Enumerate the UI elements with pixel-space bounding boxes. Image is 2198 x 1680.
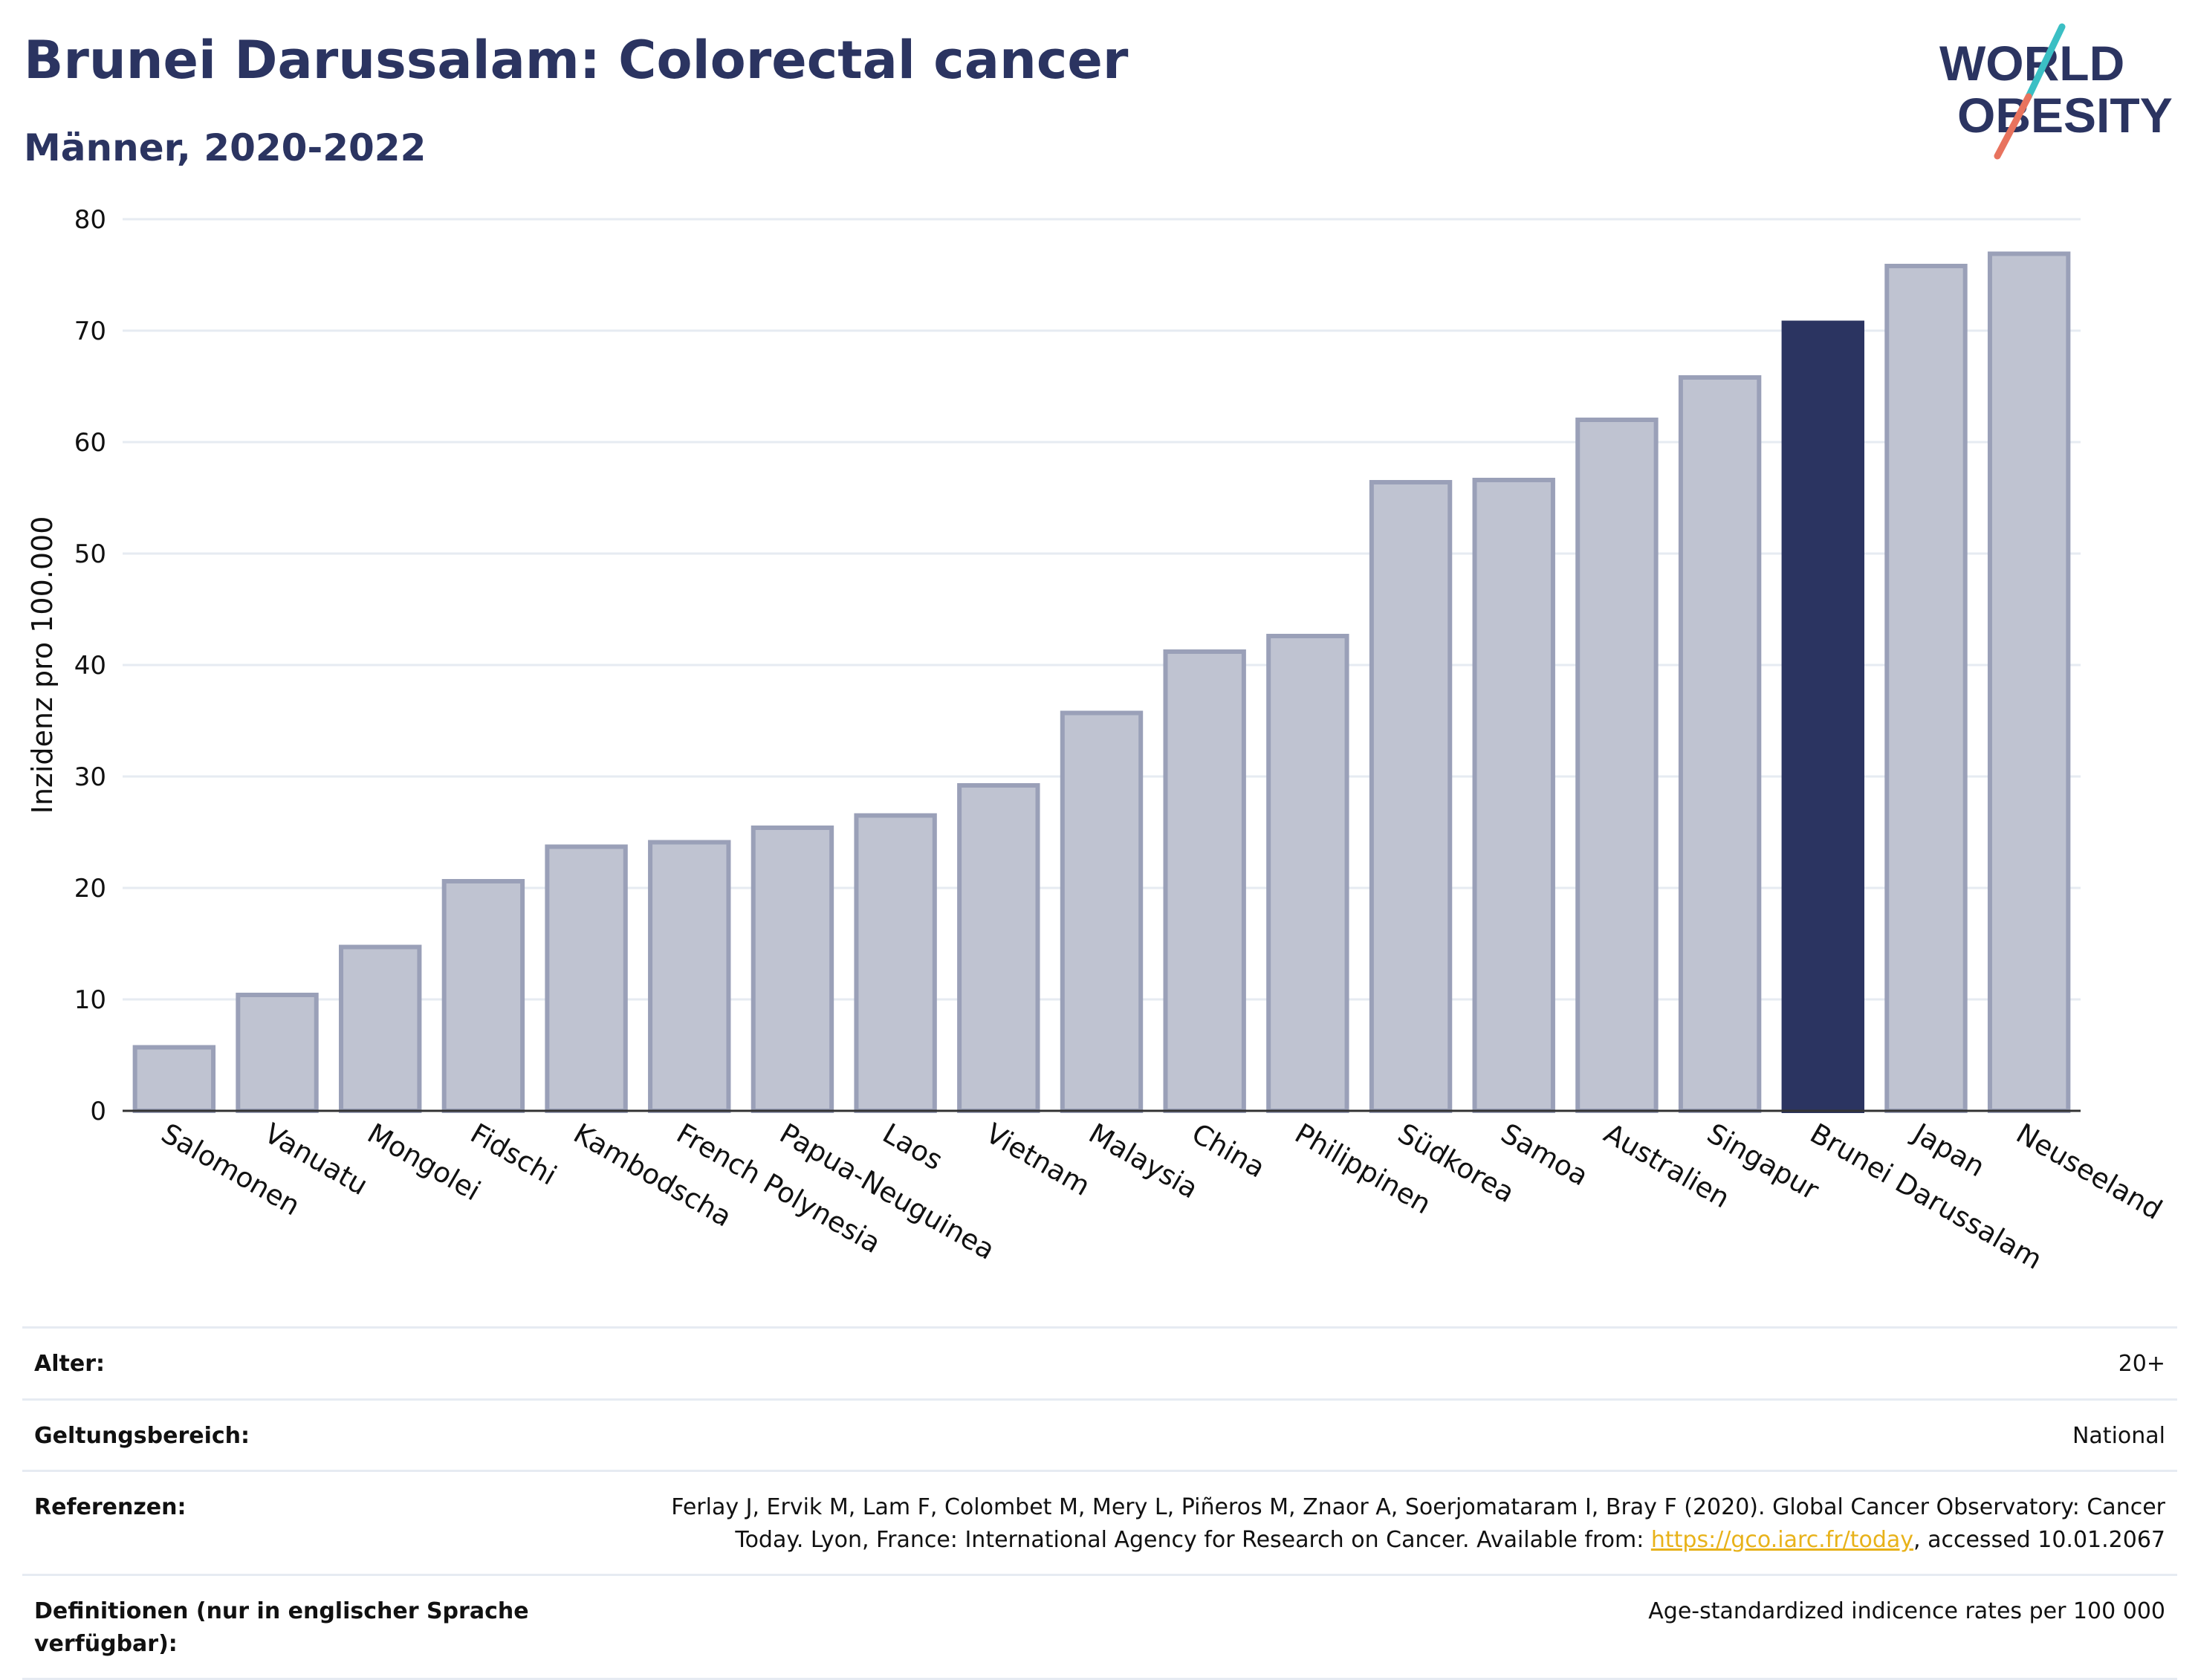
y-tick-label: 30 [74, 762, 106, 792]
footer-label-definitions: Definitionen (nur in englischer Sprache … [34, 1598, 529, 1657]
footer-label-references: Referenzen: [34, 1494, 187, 1520]
footer-value-scope: National [2072, 1422, 2165, 1449]
bar [1266, 634, 1349, 1113]
y-tick-label: 70 [74, 317, 106, 346]
x-tick-label: Vietnam [980, 1118, 1095, 1202]
bar-chart: 0 10 20 30 40 50 60 70 80 SalomonenVanuatuMongol… [26, 205, 2168, 1276]
bar [854, 813, 937, 1113]
bar-highlighted [1781, 320, 1864, 1113]
footer-row-scope: Geltungsbereich: National [22, 1398, 2177, 1470]
bar [1472, 478, 1555, 1113]
x-tick-label: Neuseeland [2011, 1118, 2168, 1227]
footer-row-age: Alter: 20+ [22, 1326, 2177, 1398]
logo-slash-teal [2025, 23, 2066, 100]
logo-text-world: WORLD [1939, 36, 2124, 91]
bar [1060, 710, 1144, 1113]
footer-value-age: 20+ [2118, 1351, 2165, 1377]
chart-subtitle: Männer, 2020-2022 [24, 126, 427, 169]
logo-text-obesity: OBESITY [1957, 88, 2173, 143]
footer-label-scope: Geltungsbereich: [34, 1422, 250, 1449]
footer-value-definitions: Age-standardized indicence rates per 100… [1648, 1598, 2165, 1624]
bar [648, 840, 731, 1113]
world-obesity-logo: WORLD OBESITY [1939, 23, 2173, 160]
chart-title: Brunei Darussalam: Colorectal cancer [24, 30, 1129, 91]
reference-text: Ferlay J, Ervik M, Lam F, Colombet M, Me… [671, 1494, 2165, 1553]
bar [1369, 480, 1453, 1113]
bar [132, 1045, 216, 1113]
logo-slash-coral [1994, 93, 2032, 160]
y-tick-label: 50 [74, 539, 106, 569]
bar [545, 844, 628, 1113]
x-tick-label: Malaysia [1083, 1118, 1204, 1205]
y-tick-label: 40 [74, 651, 106, 681]
bar [1678, 375, 1762, 1113]
bar [1575, 418, 1659, 1113]
footer-value-references: Ferlay J, Ervik M, Lam F, Colombet M, Me… [605, 1491, 2165, 1556]
bar [236, 993, 319, 1113]
reference-link[interactable]: https://gco.iarc.fr/today [1650, 1526, 1914, 1553]
bar [339, 944, 422, 1113]
y-axis-ticks: 0 10 20 30 40 50 60 70 80 [74, 205, 106, 1126]
y-tick-label: 10 [74, 985, 106, 1015]
bar [1163, 649, 1246, 1113]
y-axis-label: Inzidenz pro 100.000 [26, 516, 59, 814]
bar [1884, 264, 1968, 1113]
y-tick-label: 60 [74, 428, 106, 458]
bar [1987, 251, 2071, 1113]
footer-row-references: Referenzen: Ferlay J, Ervik M, Lam F, Co… [22, 1470, 2177, 1574]
chart-metadata-footer: Alter: 20+ Geltungsbereich: National Ref… [22, 1326, 2177, 1680]
bars [132, 251, 2071, 1113]
bar [751, 826, 834, 1113]
y-tick-label: 20 [74, 874, 106, 904]
y-tick-label: 80 [74, 205, 106, 235]
bar [957, 783, 1040, 1113]
reference-accessed: , accessed 10.01.2067 [1913, 1526, 2165, 1553]
bar [441, 879, 525, 1113]
footer-label-age: Alter: [34, 1351, 105, 1377]
x-tick-label: Laos [878, 1118, 948, 1177]
x-tick-label: Mongolei [362, 1118, 486, 1207]
footer-row-definitions: Definitionen (nur in englischer Sprache … [22, 1574, 2177, 1680]
y-tick-label: 0 [90, 1097, 106, 1126]
